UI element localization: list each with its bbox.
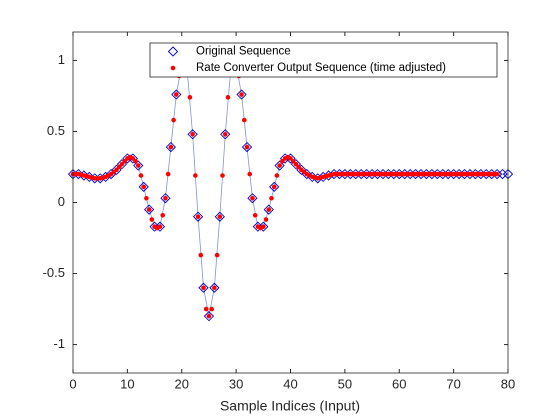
data-point bbox=[277, 163, 282, 168]
data-point bbox=[209, 306, 214, 312]
data-point bbox=[263, 204, 274, 215]
data-point bbox=[138, 181, 149, 193]
y-tick-label: 0 bbox=[58, 194, 65, 209]
legend-marker bbox=[167, 46, 179, 57]
data-point bbox=[171, 89, 182, 100]
data-point bbox=[195, 214, 201, 220]
data-point bbox=[171, 117, 176, 123]
x-tick-label: 20 bbox=[175, 376, 189, 391]
data-point bbox=[263, 217, 269, 222]
data-point bbox=[241, 141, 253, 153]
legend-label: Original Sequence bbox=[196, 46, 291, 58]
data-point bbox=[274, 160, 285, 171]
data-point bbox=[141, 184, 146, 190]
x-tick-label: 70 bbox=[446, 376, 460, 391]
x-tick-label: 10 bbox=[120, 376, 134, 391]
y-tick-label: -0.5 bbox=[43, 265, 65, 280]
data-point bbox=[261, 224, 266, 229]
data-point bbox=[220, 129, 231, 140]
x-tick-label: 0 bbox=[69, 376, 76, 391]
data-point bbox=[187, 95, 193, 100]
plot-area bbox=[73, 32, 508, 373]
data-point bbox=[271, 184, 277, 190]
y-tick-label: -1 bbox=[53, 336, 65, 351]
data-point bbox=[293, 161, 299, 167]
data-point bbox=[198, 282, 209, 293]
data-point bbox=[225, 95, 231, 100]
data-point bbox=[209, 282, 220, 293]
data-point bbox=[206, 313, 212, 319]
data-point bbox=[274, 173, 280, 178]
data-point bbox=[212, 285, 217, 291]
data-point bbox=[133, 158, 138, 164]
data-point bbox=[494, 171, 500, 177]
data-point bbox=[165, 141, 177, 153]
axes-box bbox=[72, 31, 509, 374]
data-point bbox=[290, 158, 296, 164]
x-tick-label: 60 bbox=[392, 376, 406, 391]
data-point bbox=[217, 214, 223, 220]
data-point bbox=[163, 195, 168, 201]
data-point bbox=[201, 285, 206, 291]
data-point bbox=[269, 195, 274, 201]
data-point bbox=[154, 221, 166, 232]
data-point bbox=[296, 164, 301, 170]
data-point bbox=[280, 158, 285, 164]
data-point bbox=[144, 195, 149, 201]
data-point bbox=[252, 212, 258, 218]
x-tick-label: 80 bbox=[501, 376, 515, 391]
data-point bbox=[114, 167, 119, 173]
data-point bbox=[130, 156, 136, 161]
legend-box bbox=[149, 42, 498, 78]
x-tick-label: 50 bbox=[338, 376, 352, 391]
data-point bbox=[222, 132, 228, 137]
data-point bbox=[250, 195, 255, 201]
y-tick-label: 1 bbox=[58, 52, 65, 67]
data-point bbox=[214, 211, 225, 222]
data-point bbox=[149, 217, 155, 222]
data-point bbox=[193, 173, 198, 178]
data-point bbox=[244, 144, 250, 150]
data-point bbox=[241, 117, 247, 123]
data-point bbox=[247, 171, 253, 177]
x-tick-label: 40 bbox=[283, 376, 297, 391]
data-point bbox=[160, 193, 171, 204]
data-point bbox=[258, 221, 269, 232]
y-tick-label: 0.5 bbox=[47, 123, 65, 138]
data-point bbox=[236, 89, 247, 100]
data-point bbox=[198, 252, 204, 258]
data-point bbox=[239, 92, 244, 97]
data-point bbox=[203, 306, 209, 312]
data-point bbox=[119, 161, 125, 167]
data-point bbox=[192, 211, 204, 222]
data-point bbox=[214, 252, 220, 258]
legend-label: Rate Converter Output Sequence (time adj… bbox=[196, 62, 446, 74]
data-point bbox=[135, 163, 141, 168]
x-tick-label: 30 bbox=[229, 376, 243, 391]
data-point bbox=[190, 132, 195, 137]
x-axis-label: Sample Indices (Input) bbox=[220, 398, 360, 414]
data-point bbox=[288, 156, 293, 161]
data-point bbox=[168, 144, 174, 150]
data-point bbox=[122, 158, 127, 164]
data-point bbox=[116, 164, 122, 170]
data-point bbox=[174, 92, 179, 97]
legend-marker bbox=[170, 65, 176, 71]
data-point bbox=[165, 171, 171, 177]
data-point bbox=[269, 181, 280, 193]
data-point bbox=[203, 311, 215, 322]
data-point bbox=[266, 207, 272, 212]
data-point bbox=[138, 173, 144, 178]
data-point bbox=[143, 204, 155, 215]
data-point bbox=[220, 173, 225, 178]
data-point bbox=[187, 129, 198, 140]
data-point bbox=[160, 212, 166, 218]
data-point bbox=[146, 207, 152, 212]
data-point bbox=[247, 193, 258, 204]
data-point bbox=[133, 160, 144, 171]
data-point bbox=[157, 224, 163, 229]
